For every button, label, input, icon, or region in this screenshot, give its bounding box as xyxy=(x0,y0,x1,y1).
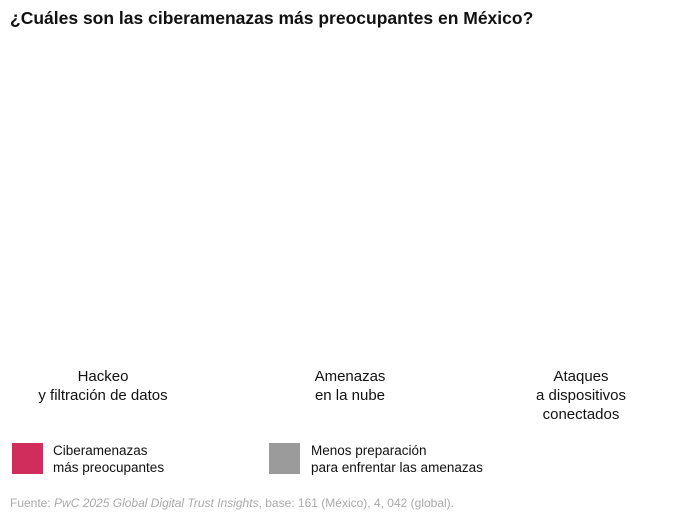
source-prefix: Fuente: xyxy=(10,496,55,510)
category-label: Amenazas en la nube xyxy=(314,368,386,404)
source-suffix: , base: 161 (México), 4, 042 (global). xyxy=(258,496,455,510)
legend-label: Menos preparación para enfrentar las ame… xyxy=(311,443,483,475)
source-publication: PwC 2025 Global Digital Trust Insights xyxy=(54,496,259,510)
category-label: Ataques a dispositivos conectados xyxy=(535,368,627,423)
legend-swatch xyxy=(269,443,300,474)
source-note: Fuente: PwC 2025 Global Digital Trust In… xyxy=(10,496,454,510)
legend-swatch xyxy=(12,443,43,474)
chart-title: ¿Cuáles son las ciberamenazas más preocu… xyxy=(10,8,534,28)
legend-label: Ciberamenazas más preocupantes xyxy=(53,443,165,475)
category-label: Hackeo y filtración de datos xyxy=(38,368,168,404)
